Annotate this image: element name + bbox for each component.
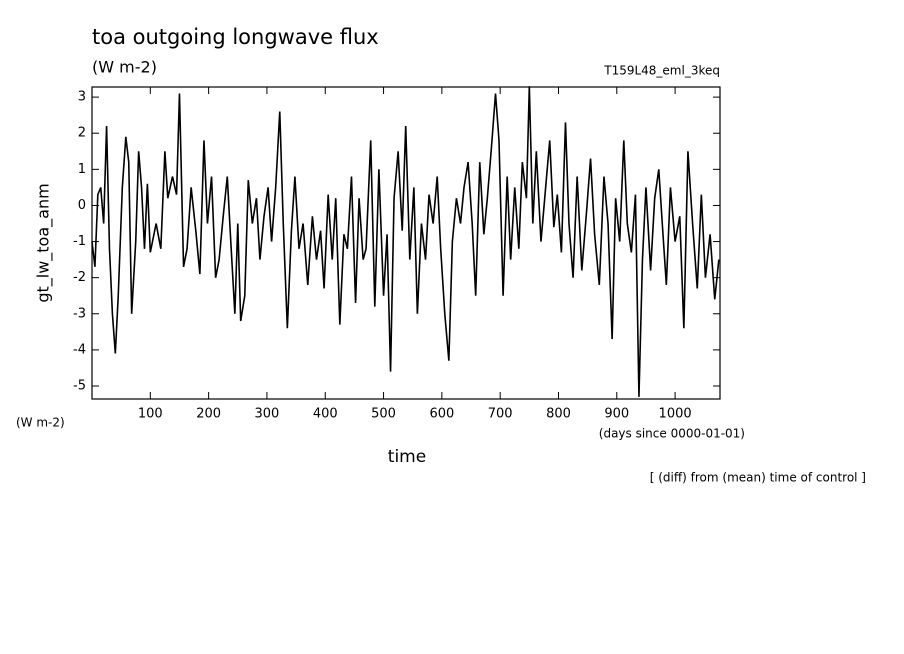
x-tick-label: 600: [429, 407, 454, 422]
y-tick-label: -3: [73, 306, 86, 321]
x-axis-label: time: [388, 447, 426, 467]
x-tick-label: 300: [255, 407, 280, 422]
chart-subtitle: (W m-2): [92, 58, 157, 77]
y-axis-label: gt_lw_toa_anm: [34, 183, 54, 302]
y-tick-label: -5: [73, 379, 86, 394]
x-tick-label: 700: [488, 407, 513, 422]
x-tick-label: 200: [196, 407, 221, 422]
y-tick-label: 3: [78, 90, 86, 105]
x-unit-label: (days since 0000-01-01): [599, 427, 745, 441]
note: [ (diff) from (mean) time of control ]: [650, 471, 866, 485]
chart-title: toa outgoing longwave flux: [92, 25, 379, 49]
x-tick-label: 800: [546, 407, 571, 422]
y-unit-label: (W m-2): [16, 416, 65, 430]
data-line: [91, 86, 720, 397]
x-tick-label: 100: [138, 407, 163, 422]
y-tick-label: 1: [78, 162, 86, 177]
y-tick-label: -2: [73, 270, 86, 285]
y-tick-label: -4: [73, 342, 86, 357]
y-tick-label: -1: [73, 234, 86, 249]
y-tick-label: 2: [78, 126, 86, 141]
x-tick-label: 400: [313, 407, 338, 422]
annotation: T159L48_eml_3keq: [603, 64, 720, 78]
x-tick-label: 500: [371, 407, 396, 422]
x-tick-label: 900: [604, 407, 629, 422]
y-tick-label: 0: [78, 198, 86, 213]
x-tick-label: 1000: [659, 407, 692, 422]
